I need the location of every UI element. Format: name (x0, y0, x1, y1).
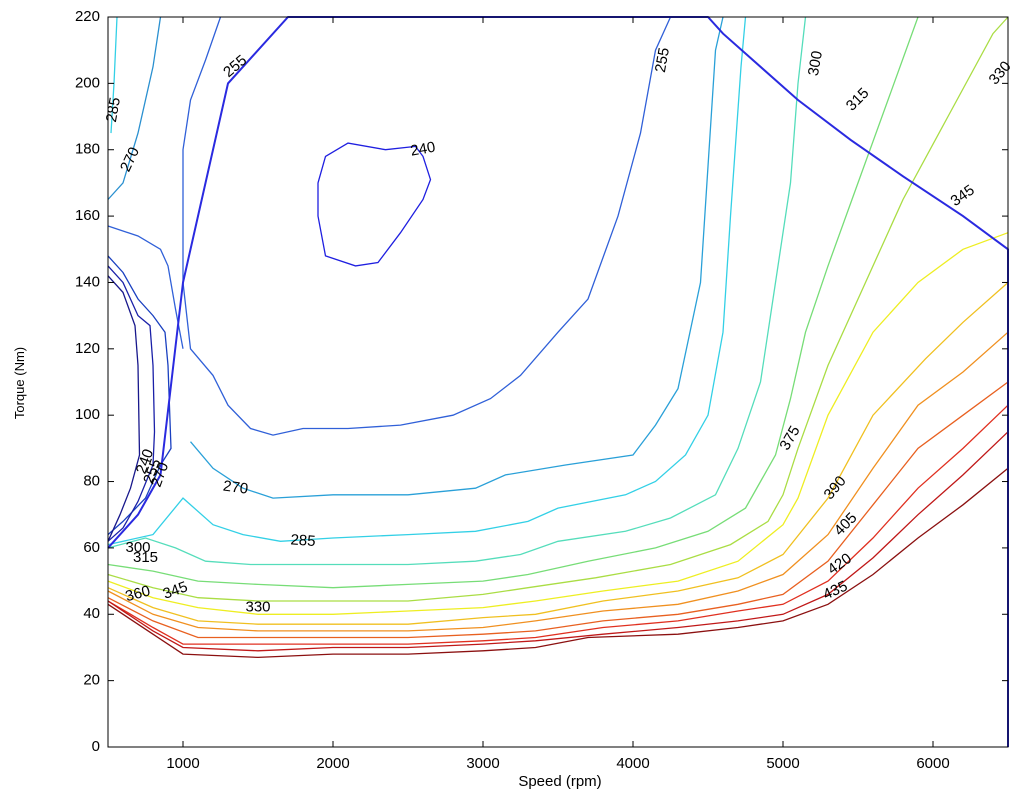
x-tick-label: 4000 (616, 755, 649, 772)
contour-line-390-10 (107, 381, 1009, 639)
contour-line-255-1 (182, 16, 672, 436)
contour-label-8: 300 (125, 539, 150, 556)
x-tick-label: 6000 (916, 755, 949, 772)
contour-line-375-9 (107, 331, 1009, 632)
y-tick-label: 120 (75, 340, 100, 357)
y-tick-label: 80 (83, 473, 100, 490)
x-axis-title: Speed (rpm) (518, 773, 601, 790)
plot-frame (107, 16, 1009, 748)
contour-line-240-0 (317, 142, 432, 267)
contour-line-330-6 (107, 16, 1009, 602)
contour-lines (107, 16, 1009, 659)
y-tick-label: 200 (75, 74, 100, 91)
y-tick-label: 220 (75, 8, 100, 25)
contour-label-6: 285 (290, 531, 316, 550)
x-axis-ticks: 1000 2000 3000 4000 5000 6000 (166, 17, 950, 772)
contour-line-270-19 (107, 275, 141, 542)
x-tick-label: 2000 (316, 755, 349, 772)
contour-line-270-2 (190, 16, 724, 499)
plot-background (108, 17, 1008, 747)
max-torque-boundary (107, 16, 1009, 747)
contour-line-270-18 (107, 265, 156, 542)
contour-label-15: 360 (124, 582, 153, 605)
contour-label-7: 300 (805, 50, 826, 78)
contour-label-12: 330 (245, 599, 270, 616)
boundary-line (107, 16, 1009, 747)
y-tick-label: 100 (75, 406, 100, 423)
x-tick-label: 1000 (166, 755, 199, 772)
contour-line-435-13 (107, 467, 1009, 659)
contour-line-270-17 (107, 255, 172, 536)
y-tick-label: 140 (75, 273, 100, 290)
y-tick-label: 160 (75, 207, 100, 224)
y-tick-label: 20 (83, 672, 100, 689)
contour-line-345-7 (107, 232, 1009, 615)
y-tick-label: 180 (75, 141, 100, 158)
x-tick-label: 3000 (466, 755, 499, 772)
contour-label-10: 315 (133, 549, 158, 566)
contour-line-360-8 (107, 282, 1009, 625)
contour-line-315-5 (107, 16, 919, 589)
x-tick-label: 5000 (766, 755, 799, 772)
contour-label-0: 240 (409, 139, 437, 160)
contour-line-270-15 (107, 16, 162, 200)
contour-line-255-14 (107, 225, 184, 349)
contour-line-300-4 (107, 16, 807, 566)
contour-label-4: 270 (222, 477, 249, 497)
contour-label-2: 255 (652, 46, 673, 74)
y-tick-label: 40 (83, 605, 100, 622)
y-tick-label: 60 (83, 539, 100, 556)
contour-line-285-3 (107, 16, 747, 546)
y-axis-title: Torque (Nm) (12, 347, 27, 419)
y-tick-label: 0 (92, 738, 100, 755)
contour-line-405-11 (107, 404, 1009, 645)
contour-line-420-12 (107, 431, 1009, 652)
y-axis-ticks: 0 20 40 60 80 100 120 140 160 180 200 220 (75, 8, 1008, 755)
